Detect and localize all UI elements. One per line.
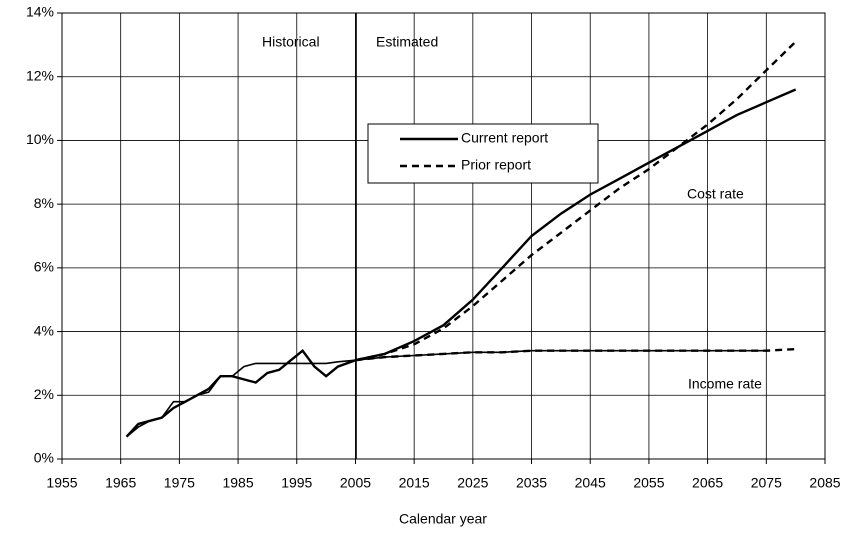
line-income xyxy=(126,349,767,438)
annotation: Cost rate xyxy=(687,186,744,202)
y-tick-label: 10% xyxy=(26,131,54,147)
x-tick-label: 2035 xyxy=(516,475,547,491)
y-tick-label: 6% xyxy=(34,259,54,275)
x-tick-label: 2025 xyxy=(457,475,488,491)
plot-frame xyxy=(61,12,826,460)
x-tick-label: 2045 xyxy=(575,475,606,491)
x-tick-label: 1985 xyxy=(222,475,253,491)
y-tick-label: 4% xyxy=(34,322,54,338)
line-cost xyxy=(125,88,797,438)
legend-label: Prior report xyxy=(461,157,531,173)
x-axis-label: Calendar year xyxy=(399,511,487,527)
y-tick-label: 14% xyxy=(26,4,54,20)
x-tick-label: 2075 xyxy=(751,475,782,491)
legend-box xyxy=(367,123,599,184)
x-tick-label: 1965 xyxy=(105,475,136,491)
line-cost xyxy=(355,40,797,362)
annotation: Income rate xyxy=(688,376,762,392)
line-income xyxy=(355,347,796,362)
y-tick-label: 8% xyxy=(34,195,54,211)
legend-label: Current report xyxy=(461,130,548,146)
x-tick-label: 1955 xyxy=(46,475,77,491)
annotation: Estimated xyxy=(376,34,438,50)
x-tick-label: 1975 xyxy=(164,475,195,491)
y-tick-label: 0% xyxy=(34,450,54,466)
x-tick-label: 2085 xyxy=(809,475,840,491)
x-tick-label: 1995 xyxy=(281,475,312,491)
x-tick-label: 2065 xyxy=(692,475,723,491)
x-tick-label: 2005 xyxy=(340,475,371,491)
annotation: Historical xyxy=(262,34,320,50)
y-tick-label: 12% xyxy=(26,67,54,83)
x-tick-label: 2015 xyxy=(399,475,430,491)
y-tick-label: 2% xyxy=(34,386,54,402)
x-tick-label: 2055 xyxy=(633,475,664,491)
